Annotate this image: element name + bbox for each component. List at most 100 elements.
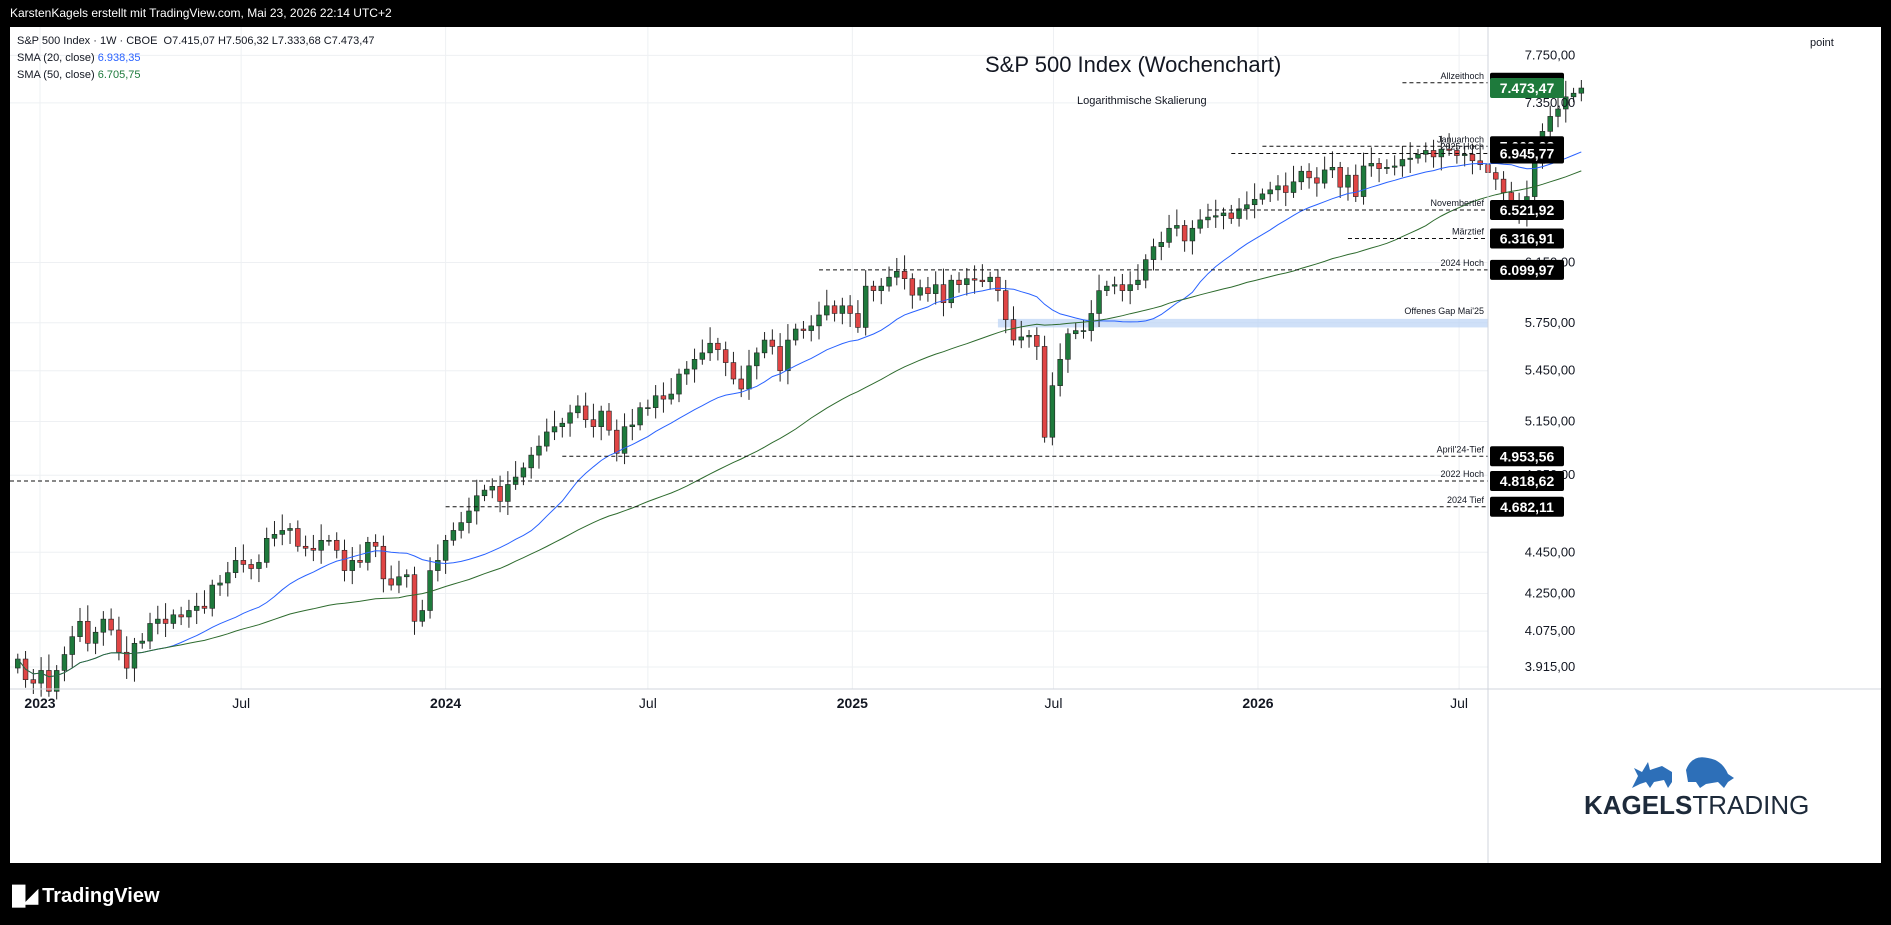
candle-body xyxy=(1314,177,1320,184)
candle-body xyxy=(186,610,192,618)
candle-body xyxy=(1321,169,1328,184)
candle-body xyxy=(201,605,208,609)
candle-body xyxy=(38,670,44,684)
candle-body xyxy=(598,410,604,427)
price-tick-label: 7.750,00 xyxy=(1525,47,1576,62)
candle-body xyxy=(1306,170,1312,179)
candle-body xyxy=(715,342,721,350)
candle-body xyxy=(816,314,822,327)
candle-body xyxy=(1353,174,1359,197)
time-tick-label: 2026 xyxy=(1242,695,1273,711)
candle-body xyxy=(707,342,713,354)
candle-body xyxy=(567,412,573,424)
price-tick-label: 4.075,00 xyxy=(1525,623,1576,638)
level-label: 2022 Hoch xyxy=(1440,469,1484,479)
candle-body xyxy=(53,670,60,692)
candle-body xyxy=(310,547,317,551)
candle-body xyxy=(287,528,293,531)
candle-body xyxy=(1166,227,1172,243)
candle-body xyxy=(69,636,75,655)
candle-body xyxy=(240,560,247,565)
candle-body xyxy=(1376,163,1382,169)
candle-body xyxy=(279,530,285,535)
candle-body xyxy=(870,285,877,291)
candle-body xyxy=(1127,284,1133,291)
candle-body xyxy=(777,346,783,372)
candle-body xyxy=(100,618,107,633)
candle-body xyxy=(497,486,503,502)
candle-body xyxy=(621,426,628,454)
candle-body xyxy=(699,352,706,360)
candle-body xyxy=(1205,216,1211,221)
candle-body xyxy=(474,495,480,512)
candle-body xyxy=(1236,208,1242,219)
symbol-info[interactable]: S&P 500 Index · 1W · CBOE xyxy=(17,35,158,47)
candle-body xyxy=(404,574,410,578)
sma20-line xyxy=(17,151,1582,678)
legend-sma50-row[interactable]: SMA (50, close) 6.705,75 xyxy=(17,67,375,84)
candle-body xyxy=(155,618,161,624)
chart-frame[interactable]: Offenes Gap Mai'25 Allzeithoch Januarhoch 2… xyxy=(10,27,1881,863)
candle-body xyxy=(1119,284,1126,291)
chart-subtitle: Logarithmische Skalierung xyxy=(1077,95,1207,107)
candle-body xyxy=(1329,166,1336,171)
price-box-label: 6.521,92 xyxy=(1500,202,1555,218)
price-tick-label: 5.150,00 xyxy=(1525,413,1576,428)
sma20-label: SMA (20, close) xyxy=(17,52,95,64)
price-box-label: 6.316,91 xyxy=(1500,231,1555,247)
candle-body xyxy=(684,368,690,375)
candle-body xyxy=(295,528,301,547)
level-label: 2024 Hoch xyxy=(1440,258,1484,268)
candle-body xyxy=(544,431,550,447)
candle-body xyxy=(170,614,177,624)
candle-body xyxy=(77,620,83,637)
price-box-label: 6.945,77 xyxy=(1500,146,1555,162)
candle-body xyxy=(108,618,114,631)
candle-body xyxy=(1057,359,1063,386)
price-tick-label: 3.915,00 xyxy=(1525,659,1576,674)
candle-body xyxy=(792,328,799,341)
candle-body xyxy=(738,378,744,390)
candle-body xyxy=(785,339,791,372)
price-tick-label: 5.750,00 xyxy=(1525,315,1576,330)
candle-body xyxy=(956,279,962,285)
candle-body xyxy=(652,395,659,408)
candle-body xyxy=(932,284,939,294)
candle-body xyxy=(1283,185,1289,193)
legend-sma20-row[interactable]: SMA (20, close) 6.938,35 xyxy=(17,50,375,67)
chart-title: S&P 500 Index (Wochenchart) xyxy=(985,52,1282,77)
candle-body xyxy=(139,640,145,644)
price-box xyxy=(1490,77,1564,98)
candle-body xyxy=(1454,150,1460,156)
level-label: Januarhoch xyxy=(1437,134,1484,144)
candle-body xyxy=(1399,159,1406,167)
candle-body xyxy=(964,278,970,285)
candle-body xyxy=(481,489,488,497)
chart-canvas[interactable]: Offenes Gap Mai'25AllzeithochJanuarhoch2… xyxy=(10,27,1881,863)
sma50-line xyxy=(17,170,1582,678)
candle-body xyxy=(660,395,667,400)
candle-body xyxy=(1096,290,1102,314)
candle-body xyxy=(162,618,169,624)
candle-body xyxy=(629,424,636,427)
candle-body xyxy=(1446,148,1452,151)
price-scale-unit[interactable]: point xyxy=(1810,37,1834,49)
candle-body xyxy=(349,560,355,571)
tradingview-logo[interactable]: █◢ TradingView xyxy=(12,885,160,908)
candle-body xyxy=(676,373,682,395)
price-box-label: 4.818,62 xyxy=(1500,473,1555,489)
candle-body xyxy=(746,365,752,390)
candle-body xyxy=(1345,174,1351,188)
candle-body xyxy=(575,405,581,414)
candle-body xyxy=(193,605,200,611)
candle-body xyxy=(925,287,931,294)
candle-body xyxy=(248,564,254,569)
sma50-label: SMA (50, close) xyxy=(17,69,95,81)
candle-body xyxy=(862,285,869,328)
candle-body xyxy=(435,560,441,571)
candle-body xyxy=(1041,346,1048,438)
candle-body xyxy=(987,276,993,282)
ohlc-values: O7.415,07 H7.506,32 L7.333,68 C7.473,47 xyxy=(163,35,375,47)
candle-body xyxy=(256,562,262,569)
candle-body xyxy=(302,545,309,549)
